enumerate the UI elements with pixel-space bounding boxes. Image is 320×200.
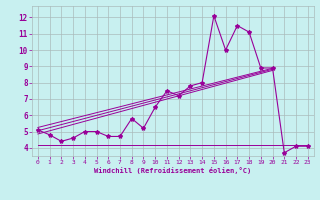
X-axis label: Windchill (Refroidissement éolien,°C): Windchill (Refroidissement éolien,°C) <box>94 167 252 174</box>
